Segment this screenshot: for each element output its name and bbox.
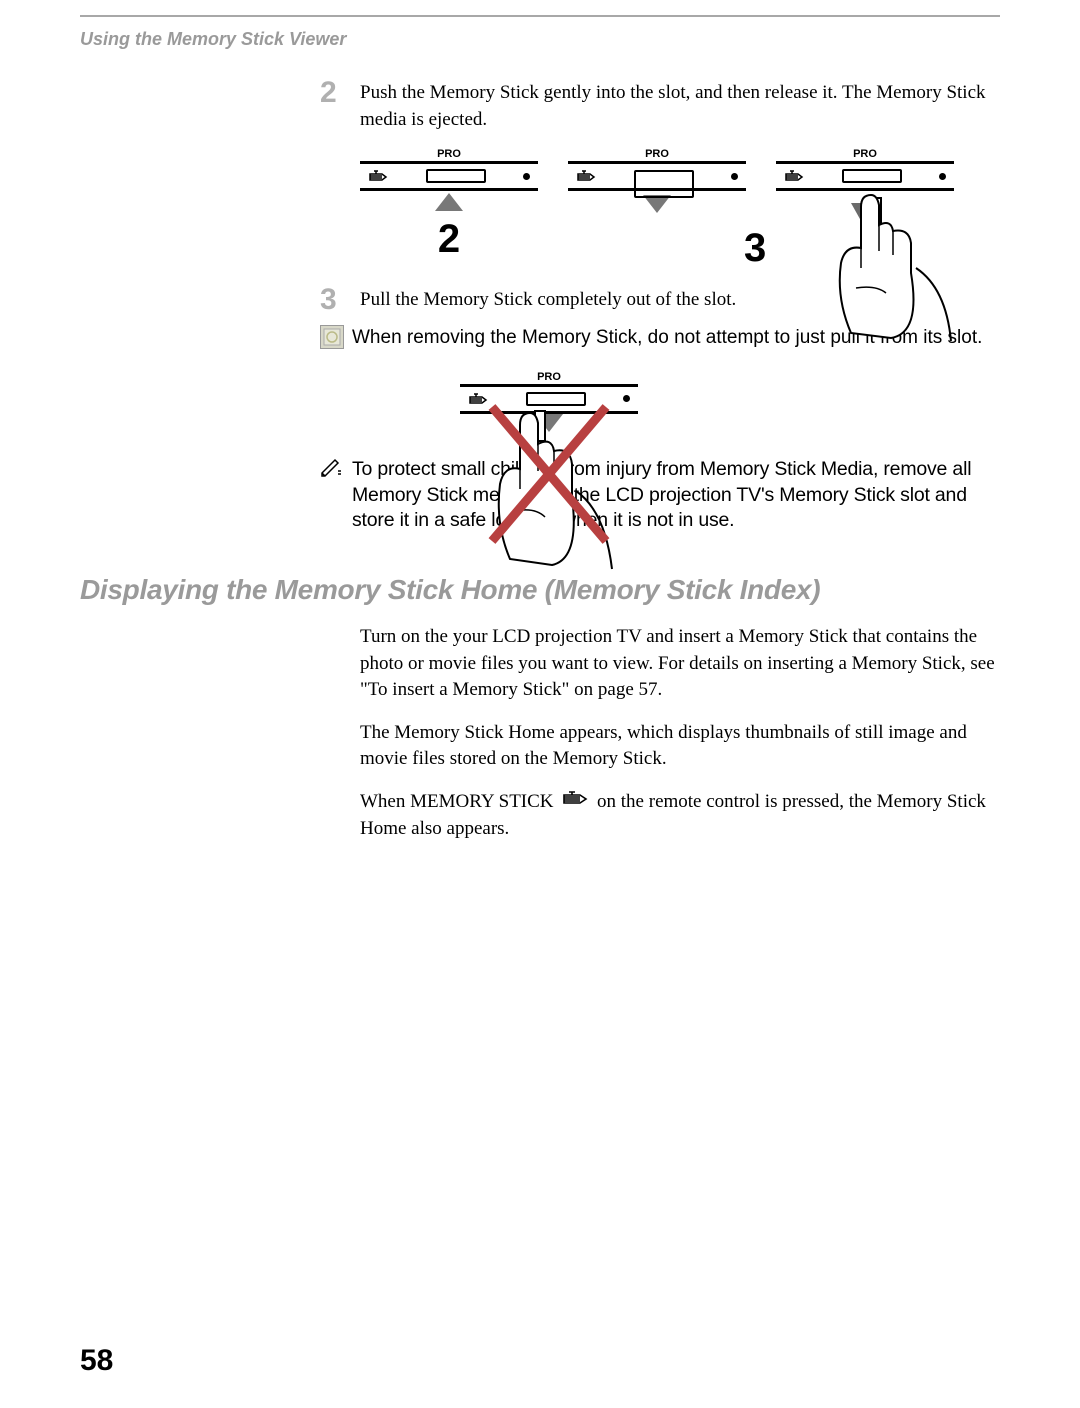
slot-unit-3: PRO 3 [776,148,954,262]
body-paragraph-2: The Memory Stick Home appears, which dis… [360,720,1000,773]
pro-label-3: PRO [776,148,954,160]
diagram-number-3: 3 [744,226,766,271]
hand-pulling-icon [831,193,961,348]
diagram-number-2: 2 [360,217,538,262]
memory-stick-icon [468,393,488,405]
card-slot-icon [526,392,586,406]
top-horizontal-rule [80,15,1000,17]
section-header: Using the Memory Stick Viewer [80,29,1000,50]
memory-stick-icon [562,789,588,816]
tip-text: To protect small children from injury fr… [352,457,1000,534]
step-2-text: Push the Memory Stick gently into the sl… [360,80,1000,133]
body-paragraph-1: Turn on the your LCD projection TV and i… [360,624,1000,704]
subsection-heading: Displaying the Memory Stick Home (Memory… [80,574,1000,606]
memory-stick-icon [784,170,804,182]
warning-icon [320,325,344,349]
memory-stick-icon [576,170,596,182]
slot-unit-2: PRO [568,148,746,262]
page-number: 58 [80,1344,113,1378]
step-3-text: Pull the Memory Stick completely out of … [360,287,736,315]
pencil-note-icon [320,457,346,534]
pro-label-2: PRO [568,148,746,160]
card-slot-icon [842,169,902,183]
slot-unit-1: PRO 2 [360,148,538,262]
arrow-up-icon [435,193,463,211]
indicator-dot-icon [623,395,630,402]
step-2-number: 2 [320,78,360,133]
step-2-row: 2 Push the Memory Stick gently into the … [320,80,1000,133]
step-3-number: 3 [320,285,360,315]
eject-diagram: PRO 2 PRO PRO [360,148,1000,262]
indicator-dot-icon [731,173,738,180]
card-ejected-icon [634,170,694,198]
indicator-dot-icon [939,173,946,180]
p3-part-a: When MEMORY STICK [360,791,558,812]
pro-label-1: PRO [360,148,538,160]
card-slot-icon [426,169,486,183]
indicator-dot-icon [523,173,530,180]
tip-note: To protect small children from injury fr… [320,457,1000,534]
pro-label-4: PRO [460,371,638,383]
hand-pulling-icon [480,409,620,579]
memory-stick-icon [368,170,388,182]
do-not-pull-diagram: PRO [460,371,638,432]
body-paragraph-3: When MEMORY STICK on the remote control … [360,789,1000,843]
